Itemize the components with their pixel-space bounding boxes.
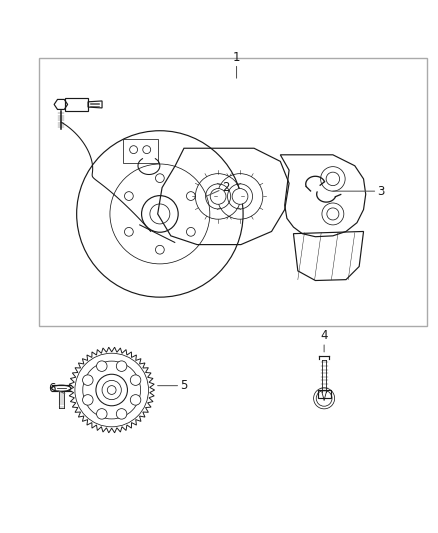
Circle shape: [131, 394, 141, 405]
Circle shape: [96, 409, 107, 419]
Text: 2: 2: [206, 181, 230, 197]
Bar: [123, 139, 158, 163]
Text: 3: 3: [333, 184, 385, 198]
Circle shape: [96, 361, 107, 372]
Circle shape: [321, 167, 345, 191]
Text: 1: 1: [233, 51, 240, 78]
Circle shape: [131, 375, 141, 385]
Circle shape: [322, 203, 344, 225]
Circle shape: [117, 409, 127, 419]
Bar: [39, 59, 427, 326]
Circle shape: [117, 361, 127, 372]
Circle shape: [96, 374, 127, 406]
Circle shape: [232, 189, 248, 204]
Text: 5: 5: [158, 379, 187, 392]
Circle shape: [82, 375, 93, 385]
Text: 4: 4: [320, 329, 328, 352]
Circle shape: [82, 394, 93, 405]
Bar: [318, 391, 331, 398]
Circle shape: [210, 189, 226, 204]
Text: 6: 6: [48, 382, 65, 395]
Bar: [65, 98, 88, 110]
